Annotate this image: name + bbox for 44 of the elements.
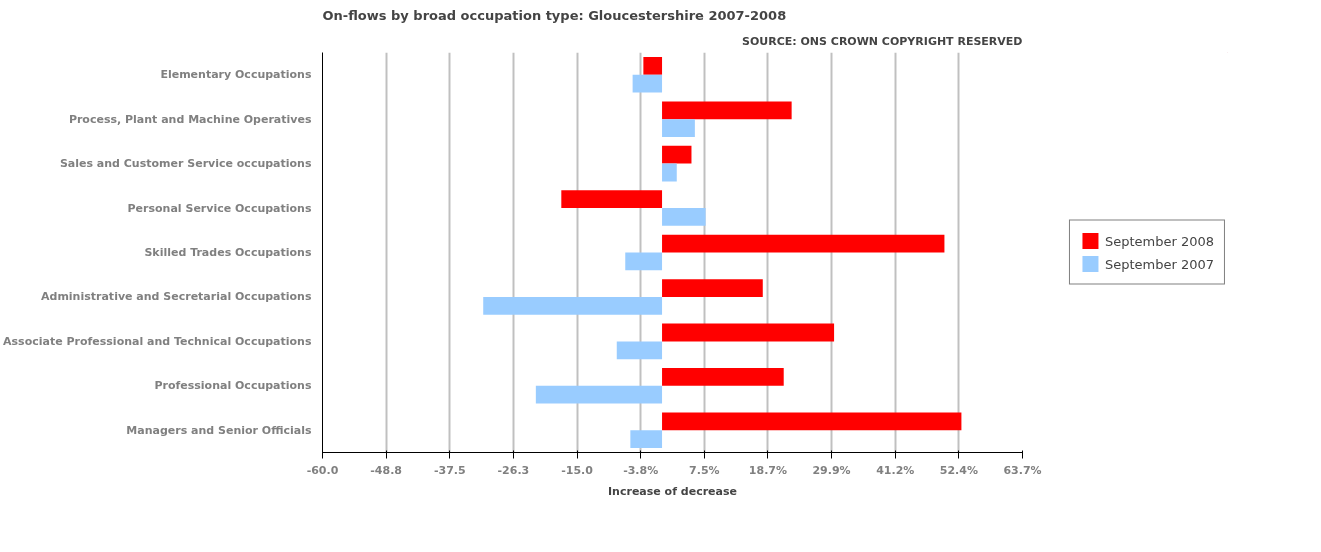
bar (535, 385, 663, 404)
x-tick-label: -60.0 (306, 463, 339, 477)
x-tick-label: -37.5 (433, 463, 466, 477)
bar (625, 252, 663, 271)
bar (662, 323, 835, 342)
y-tick-label: Process, Plant and Machine Operatives (68, 112, 312, 126)
bar (662, 279, 763, 297)
bar (630, 430, 663, 449)
x-tick-label: -48.8 (370, 463, 402, 477)
bar (662, 412, 962, 431)
x-tick-label: 52.4% (939, 463, 978, 477)
x-tick-label: -26.3 (497, 463, 530, 477)
y-tick-label: Professional Occupations (154, 379, 312, 393)
bar (561, 190, 663, 209)
x-tick-label: 63.7% (1003, 463, 1042, 477)
y-tick-label: Personal Service Occupations (127, 201, 312, 215)
x-tick-label: 18.7% (748, 463, 788, 477)
y-tick-label: Skilled Trades Occupations (144, 246, 312, 259)
bar (662, 101, 792, 120)
x-tick-label: 41.2% (876, 463, 915, 477)
x-tick-label: -15.0 (561, 463, 594, 477)
bar (662, 234, 945, 253)
bar (662, 119, 695, 137)
chart-title: On-flows by broad occupation type: Gloucestershire 2007-2008 (322, 7, 787, 23)
x-tick-label: -3.8% (623, 463, 659, 477)
bar (643, 56, 663, 75)
x-axis-title: Increase of decrease (608, 484, 737, 498)
bar (616, 341, 663, 360)
source-note: SOURCE: ONS CROWN COPYRIGHT RESERVED (742, 34, 1023, 48)
bar (662, 145, 692, 164)
bar (632, 74, 663, 93)
bar (662, 208, 706, 226)
y-tick-label: Associate Professional and Technical Occupations (3, 334, 312, 348)
y-tick-label: Administrative and Secretarial Occupations (41, 290, 312, 304)
legend-label: September 2007 (1104, 256, 1215, 271)
bar (662, 368, 784, 386)
bar (662, 163, 677, 182)
x-tick-label: 7.5% (689, 463, 720, 477)
y-tick-label: Managers and Senior Officials (126, 423, 312, 437)
x-tick-label: 29.9% (812, 463, 851, 477)
legend-label: September 2008 (1104, 233, 1215, 248)
y-tick-label: Elementary Occupations (160, 68, 312, 82)
y-tick-label: Sales and Customer Service occupations (59, 157, 312, 171)
bar (483, 296, 663, 315)
